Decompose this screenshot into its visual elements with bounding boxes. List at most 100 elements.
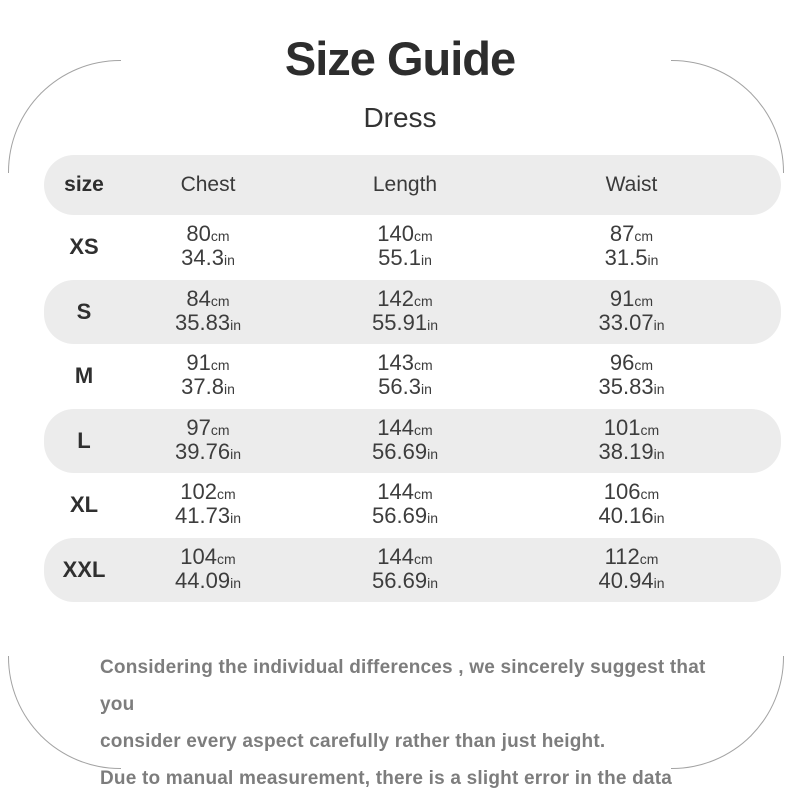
length-cell: 144cm 56.69in: [292, 414, 518, 465]
in-unit: in: [647, 252, 659, 269]
cm-unit: cm: [640, 486, 660, 503]
chest-cm-value: 80: [186, 221, 211, 247]
in-unit: in: [230, 510, 241, 527]
waist-cell: 106cm 40.16in: [518, 481, 781, 529]
in-unit: in: [653, 381, 665, 398]
length-cm-value: 143: [377, 350, 415, 376]
chest-cm-value: 91: [186, 350, 211, 376]
in-unit: in: [427, 574, 438, 591]
waist-in-value: 40.94: [598, 567, 654, 593]
disclaimer-line-3: Due to manual measurement, there is a sl…: [100, 768, 672, 789]
length-cm-value: 140: [377, 221, 415, 247]
cm-unit: cm: [210, 357, 230, 374]
length-cm-value: 142: [377, 285, 415, 311]
table-row-m: M 91cm 37.8in 143cm 56.3in 96cm 35.83in: [44, 344, 781, 409]
disclaimer-line-2: consider every aspect carefully rather t…: [100, 731, 606, 752]
chest-cell: 80cm 34.3in: [124, 223, 292, 271]
cm-unit: cm: [414, 486, 433, 503]
waist-cm-value: 112: [604, 543, 640, 569]
cm-unit: cm: [414, 357, 433, 374]
in-unit: in: [653, 574, 665, 591]
length-in-value: 56.69: [372, 503, 428, 529]
length-in-value: 56.69: [372, 438, 428, 464]
chest-in-value: 41.73: [175, 503, 231, 529]
waist-in-value: 33.07: [598, 309, 654, 335]
length-cm-value: 144: [377, 543, 415, 569]
waist-in-value: 40.16: [598, 503, 654, 529]
chest-cm-value: 84: [186, 285, 211, 311]
chest-cell: 91cm 37.8in: [124, 352, 292, 400]
table-row-s: S 84cm 35.83in 142cm 55.91in 91cm 33.07i…: [44, 279, 781, 344]
length-cell: 142cm 55.91in: [292, 285, 518, 336]
in-unit: in: [420, 381, 432, 398]
cm-unit: cm: [414, 228, 433, 245]
cm-unit: cm: [640, 421, 660, 438]
length-cm-value: 144: [377, 414, 415, 440]
length-in-value: 56.69: [372, 567, 428, 593]
in-unit: in: [653, 316, 665, 333]
chest-cm-value: 104: [180, 543, 218, 569]
in-unit: in: [653, 510, 665, 527]
cm-unit: cm: [634, 292, 654, 309]
table-row-xs: XS 80cm 34.3in 140cm 55.1in 87cm 31.5in: [44, 215, 781, 280]
table-row-xl: XL 102cm 41.73in 144cm 56.69in 106cm 40.…: [44, 473, 781, 538]
table-row-l: L 97cm 39.76in 144cm 56.69in 101cm 38.19…: [44, 408, 781, 473]
in-unit: in: [230, 445, 241, 462]
size-label: XXL: [62, 556, 106, 582]
chest-cell: 84cm 35.83in: [124, 285, 292, 336]
chest-in-value: 39.76: [175, 438, 231, 464]
in-unit: in: [427, 510, 438, 527]
waist-cm-value: 87: [609, 221, 635, 247]
in-unit: in: [427, 316, 438, 333]
cm-unit: cm: [414, 292, 433, 309]
size-label: L: [77, 427, 91, 453]
size-label: M: [74, 363, 94, 389]
waist-cm-value: 106: [603, 479, 641, 505]
cm-unit: cm: [210, 228, 230, 245]
length-cell: 144cm 56.69in: [292, 543, 518, 594]
waist-cm-value: 101: [603, 414, 641, 440]
length-cell: 140cm 55.1in: [292, 223, 518, 271]
waist-cell: 96cm 35.83in: [518, 352, 781, 400]
size-table: size Chest Length Waist XS 80cm 34.3in 1…: [44, 155, 781, 602]
waist-cell: 91cm 33.07in: [518, 287, 781, 336]
chest-cm-value: 102: [180, 479, 218, 505]
in-unit: in: [223, 381, 235, 398]
header-chest: Chest: [180, 173, 236, 196]
waist-cell: 112cm 40.94in: [518, 543, 781, 594]
chest-in-value: 34.3: [181, 245, 224, 271]
table-header-row: size Chest Length Waist: [44, 155, 781, 215]
waist-cm-value: 96: [609, 350, 635, 376]
table-row-xxl: XXL 104cm 44.09in 144cm 56.69in 112cm 40…: [44, 537, 781, 602]
header-size: size: [64, 173, 104, 196]
waist-in-value: 35.83: [598, 374, 654, 400]
length-cell: 143cm 56.3in: [292, 352, 518, 400]
cm-unit: cm: [210, 421, 230, 438]
size-label: S: [76, 298, 92, 324]
in-unit: in: [223, 252, 235, 269]
length-cm-value: 144: [377, 479, 415, 505]
size-label: XS: [69, 234, 99, 260]
page-title: Size Guide: [284, 32, 516, 85]
in-unit: in: [230, 574, 241, 591]
waist-cell: 87cm 31.5in: [518, 223, 781, 271]
chest-in-value: 44.09: [175, 567, 231, 593]
cm-unit: cm: [217, 550, 236, 567]
length-in-value: 56.3: [378, 374, 421, 400]
length-cell: 144cm 56.69in: [292, 481, 518, 529]
in-unit: in: [653, 445, 665, 462]
waist-cell: 101cm 38.19in: [518, 414, 781, 465]
cm-unit: cm: [634, 228, 654, 245]
in-unit: in: [427, 445, 438, 462]
length-in-value: 55.91: [372, 309, 428, 335]
chest-cm-value: 97: [186, 414, 211, 440]
in-unit: in: [230, 316, 241, 333]
size-label: XL: [69, 492, 99, 518]
page-subtitle: Dress: [363, 102, 437, 133]
cm-unit: cm: [634, 357, 654, 374]
cm-unit: cm: [639, 550, 659, 567]
waist-in-value: 38.19: [598, 438, 654, 464]
header-length: Length: [372, 173, 438, 196]
cm-unit: cm: [217, 486, 236, 503]
